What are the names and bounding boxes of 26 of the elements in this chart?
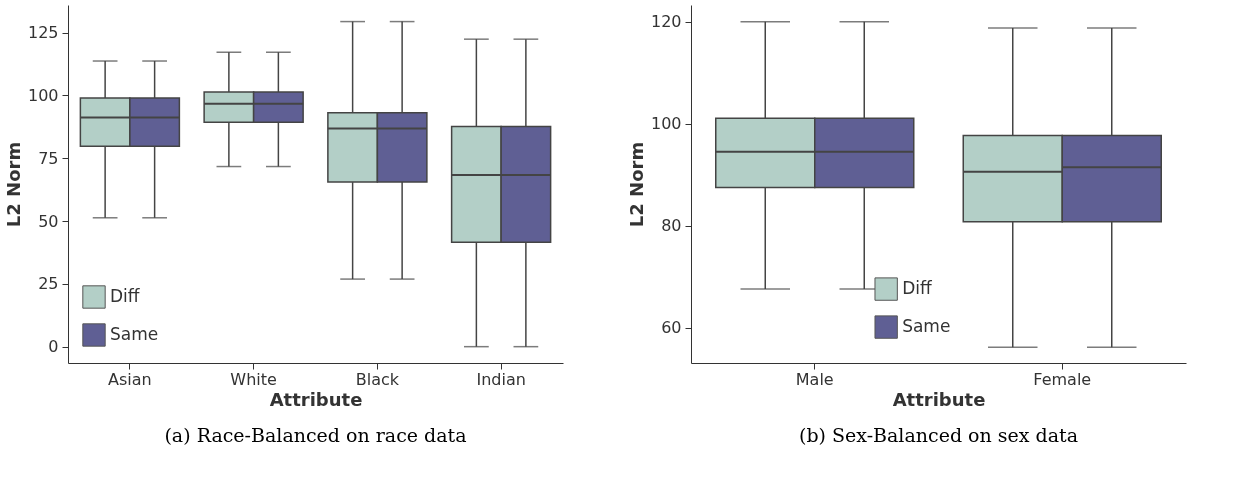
x-tick-label: Black — [355, 369, 400, 389]
x-tick-label: White — [230, 369, 277, 389]
y-tick-label: 60 — [661, 318, 682, 338]
x-tick-label: Female — [1033, 369, 1092, 389]
y-tick-label: 50 — [38, 211, 59, 231]
y-axis-title: L2 Norm — [2, 141, 24, 228]
text: (a) Race-Balanced on race data — [164, 424, 467, 446]
x-tick-label: Male — [795, 369, 834, 389]
y-tick-label: 25 — [38, 274, 59, 294]
y-tick-label: 100 — [650, 114, 682, 134]
legend-label: Same — [110, 324, 159, 344]
y-tick-label: 80 — [661, 216, 682, 236]
y-tick-label: 100 — [27, 85, 59, 105]
x-axis-title: Attribute — [892, 388, 986, 410]
legend-label: Diff — [902, 278, 933, 299]
y-tick-label: 120 — [650, 12, 682, 32]
x-tick-label: Asian — [108, 369, 152, 389]
y-tick-label: 0 — [48, 337, 59, 357]
legend-label: Same — [902, 316, 951, 337]
text: (b) Sex-Balanced on sex data — [798, 424, 1079, 446]
y-axis-title: L2 Norm — [625, 141, 647, 228]
y-tick-label: 125 — [27, 23, 59, 43]
x-axis-title: Attribute — [269, 388, 363, 410]
y-tick-label: 75 — [38, 148, 59, 168]
legend-label: Diff — [110, 286, 141, 306]
x-tick-label: Indian — [476, 369, 526, 389]
